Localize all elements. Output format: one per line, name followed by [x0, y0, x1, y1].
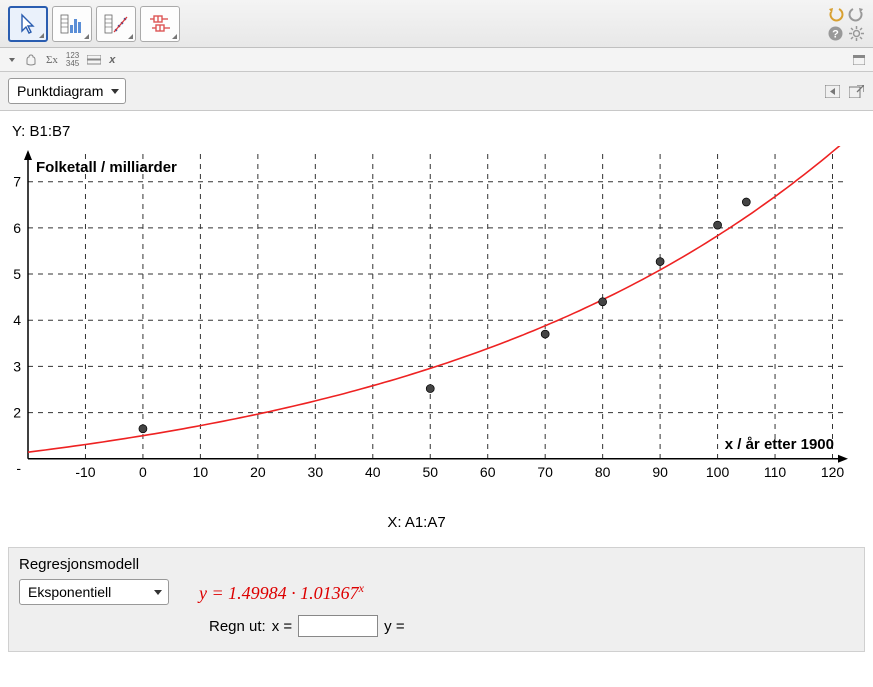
single-var-stats-button[interactable] — [52, 6, 92, 42]
regression-model-select[interactable]: Eksponentiell — [19, 579, 169, 605]
boxplot-icon — [148, 14, 172, 34]
formula-y: y — [199, 583, 207, 603]
svg-text:80: 80 — [595, 464, 611, 480]
multivar-stats-button[interactable] — [140, 6, 180, 42]
cursor-tool-button[interactable] — [8, 6, 48, 42]
svg-text:110: 110 — [764, 464, 787, 480]
bar-chart-icon — [60, 13, 84, 35]
compute-label: Regn ut: — [209, 618, 266, 635]
svg-text:0: 0 — [139, 464, 147, 480]
svg-text:-10: -10 — [75, 464, 95, 480]
regression-icon — [104, 13, 128, 35]
compute-y-label: y = — [384, 618, 404, 635]
svg-text:10: 10 — [193, 464, 209, 480]
svg-text:90: 90 — [652, 464, 668, 480]
svg-text:60: 60 — [480, 464, 496, 480]
sub-toolbar: Σx 123 345 x — [0, 48, 873, 72]
dropdown-caret-icon[interactable] — [8, 56, 16, 64]
help-button[interactable]: ? — [826, 25, 844, 43]
grab-icon[interactable] — [24, 53, 38, 67]
compute-x-input[interactable] — [298, 615, 378, 637]
compute-x-label: x = — [272, 618, 292, 635]
svg-text:Folketall / milliarder: Folketall / milliarder — [36, 159, 177, 176]
svg-text:2: 2 — [13, 405, 21, 421]
redo-button[interactable] — [847, 5, 865, 23]
sigma-label[interactable]: Σx — [46, 54, 58, 66]
svg-text:50: 50 — [422, 464, 438, 480]
regression-model-value: Eksponentiell — [28, 584, 111, 600]
svg-text:?: ? — [832, 29, 839, 41]
collapse-panel-button[interactable] — [823, 82, 841, 100]
svg-text:20: 20 — [250, 464, 266, 480]
svg-text:40: 40 — [365, 464, 381, 480]
formula-body: = 1.49984 · 1.01367 — [207, 583, 359, 603]
svg-text:-: - — [16, 460, 21, 476]
chart-type-select[interactable]: Punktdiagram — [8, 78, 126, 104]
svg-text:6: 6 — [13, 220, 21, 236]
svg-text:120: 120 — [821, 464, 845, 480]
chevron-down-icon — [111, 89, 119, 94]
x-toggle[interactable]: x — [109, 54, 115, 66]
svg-text:3: 3 — [13, 358, 21, 374]
digits-label[interactable]: 123 345 — [66, 52, 79, 68]
formula-exponent: x — [359, 581, 364, 595]
cursor-icon — [18, 13, 38, 35]
toolbar-right-group: ? — [826, 5, 865, 43]
svg-text:4: 4 — [13, 312, 21, 328]
rows-icon[interactable] — [87, 55, 101, 65]
popout-button[interactable] — [847, 82, 865, 100]
scatter-chart[interactable]: 2 3 4 5 6 7 -10 0 10 20 30 40 50 60 70 80 90 100 110 120 - Fo… — [8, 146, 854, 496]
svg-text:30: 30 — [308, 464, 324, 480]
compute-row: Regn ut: x = y = — [209, 615, 854, 637]
chart-type-row: Punktdiagram — [0, 72, 873, 111]
svg-text:100: 100 — [706, 464, 730, 480]
svg-text:70: 70 — [537, 464, 553, 480]
detach-icon[interactable] — [853, 55, 865, 65]
regression-formula: y = 1.49984 · 1.01367x — [199, 581, 364, 604]
chevron-down-icon — [154, 590, 162, 595]
two-var-regression-button[interactable] — [96, 6, 136, 42]
svg-text:7: 7 — [13, 174, 21, 190]
x-range-label: X: A1:A7 — [0, 514, 865, 531]
chart-type-value: Punktdiagram — [17, 83, 103, 99]
chart-area: Y: B1:B7 2 3 4 5 6 7 -10 0 10 20 30 40 50 60 70 80 90 100… — [0, 111, 873, 539]
y-range-label: Y: B1:B7 — [8, 123, 865, 140]
svg-text:x / år etter 1900: x / år etter 1900 — [725, 436, 834, 453]
regression-panel: Regresjonsmodell Eksponentiell y = 1.499… — [8, 547, 865, 652]
undo-button[interactable] — [826, 5, 844, 23]
main-toolbar: ? — [0, 0, 873, 48]
svg-text:5: 5 — [13, 266, 21, 282]
regression-title: Regresjonsmodell — [19, 556, 854, 573]
settings-button[interactable] — [847, 25, 865, 43]
